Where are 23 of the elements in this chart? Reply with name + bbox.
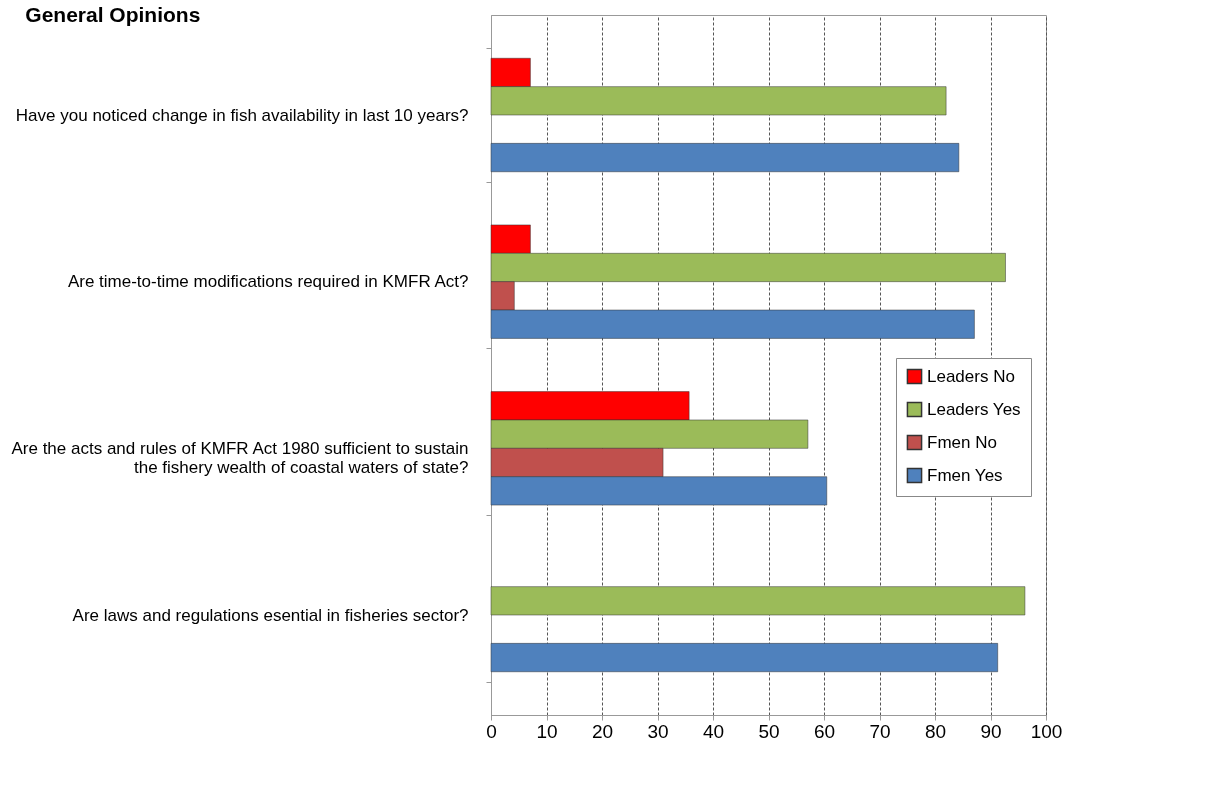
legend-label: Fmen Yes: [927, 465, 1003, 485]
x-tick-label: 80: [924, 720, 947, 742]
y-tick-label: Are the acts and rules of KMFR Act 1980 sufficient to sustain the fishery wealth of coastal waters of state?: [11, 438, 469, 477]
x-tick-label: 0: [486, 720, 497, 742]
y-tick-label: Are laws and regulations esential in fisheries sector?: [72, 605, 469, 625]
legend-label: Leaders No: [927, 366, 1015, 386]
x-tick-label: 100: [1030, 720, 1063, 742]
legend-label: Leaders Yes: [927, 399, 1021, 419]
y-tick-label: Have you noticed change in fish availability in last 10 years?: [15, 105, 469, 125]
x-tick-label: 20: [591, 720, 614, 742]
bar: [490, 643, 998, 672]
legend-label: Fmen No: [927, 432, 997, 452]
y-tick-label: Are time-to-time modifications required in KMFR Act?: [67, 272, 469, 292]
x-tick-label: 60: [813, 720, 836, 742]
x-tick-label: 90: [980, 720, 1002, 742]
bar: [490, 586, 1026, 616]
x-tick-label: 30: [647, 720, 669, 742]
text: General Opinions: [25, 3, 201, 26]
x-tick-label: 40: [702, 720, 725, 742]
x-tick-label: 10: [536, 720, 558, 742]
x-tick-label: 70: [869, 720, 891, 742]
x-tick-label: 50: [758, 720, 780, 742]
bar: [490, 143, 960, 172]
